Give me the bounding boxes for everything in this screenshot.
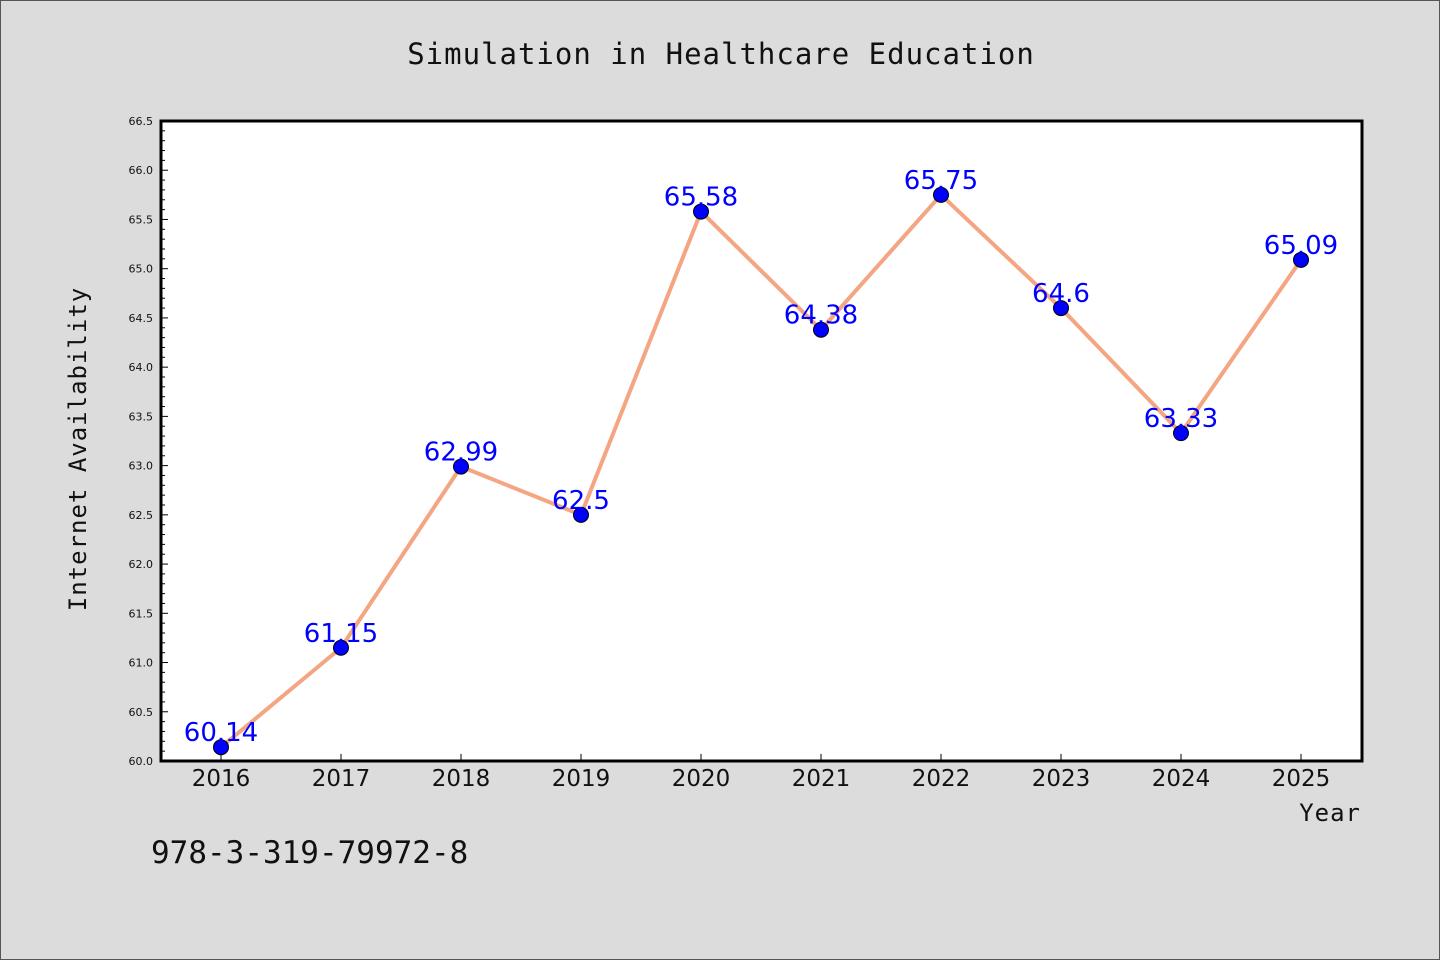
x-tick-label: 2019 xyxy=(552,766,611,792)
x-tick-label: 2024 xyxy=(1152,766,1211,792)
data-label: 63.33 xyxy=(1144,404,1218,434)
y-tick-label: 66.0 xyxy=(129,164,154,177)
data-point xyxy=(333,639,349,656)
y-tick-label: 61.5 xyxy=(129,607,154,620)
y-tick-label: 64.0 xyxy=(129,361,154,374)
data-point xyxy=(453,458,469,475)
data-point xyxy=(573,506,589,523)
y-tick-label: 60.5 xyxy=(129,706,154,719)
series xyxy=(213,186,1309,756)
y-tick-label: 63.0 xyxy=(129,460,154,473)
y-tick-label: 65.5 xyxy=(129,213,154,226)
plot-frame xyxy=(159,119,1364,763)
data-point xyxy=(213,739,229,756)
x-tick-label: 2020 xyxy=(672,766,731,792)
data-label: 61.15 xyxy=(304,619,378,649)
footer-identifier: 978-3-319-79972-8 xyxy=(151,835,469,871)
data-label: 65.58 xyxy=(664,183,738,213)
y-tick-label: 66.5 xyxy=(129,115,154,128)
data-labels: 60.14 61.15 62.99 62.5 65.58 64.38 65.75 64.6 63… xyxy=(184,166,1338,748)
x-tick-label: 2022 xyxy=(912,766,971,792)
y-tick-label: 62.0 xyxy=(129,558,154,571)
data-point xyxy=(693,203,709,220)
data-label: 64.6 xyxy=(1032,279,1090,309)
data-label: 64.38 xyxy=(784,301,858,331)
data-label: 62.5 xyxy=(552,486,610,516)
y-tick-label: 62.5 xyxy=(129,509,154,522)
data-point xyxy=(1293,251,1309,268)
x-tick-label: 2016 xyxy=(192,766,251,792)
data-label: 65.09 xyxy=(1264,231,1338,261)
data-point xyxy=(813,321,829,338)
data-label: 62.99 xyxy=(424,438,498,468)
x-tick-label: 2025 xyxy=(1272,766,1331,792)
x-tick-label: 2021 xyxy=(792,766,851,792)
series-line xyxy=(219,192,1303,750)
y-tick-label: 64.5 xyxy=(129,312,154,325)
data-point xyxy=(1173,425,1189,442)
plot-area xyxy=(161,121,1362,761)
x-tick-label: 2018 xyxy=(432,766,491,792)
y-axis-label: Internet Availability xyxy=(64,287,92,611)
y-tick-label: 65.0 xyxy=(129,263,154,276)
y-axis: 60.0 60.5 61.0 61.5 62.0 62.5 63.0 63.5 64.0 64.5… xyxy=(129,115,168,768)
x-axis: 2016 2017 2018 2019 2020 2021 2022 2023 2024 2025 xyxy=(192,754,1331,792)
data-label: 65.75 xyxy=(904,166,978,196)
data-point xyxy=(933,186,949,203)
y-tick-label: 63.5 xyxy=(129,410,154,423)
x-axis-label: Year xyxy=(1299,799,1361,827)
x-tick-label: 2017 xyxy=(312,766,371,792)
y-tick-label: 60.0 xyxy=(129,755,154,768)
data-point xyxy=(1053,300,1069,317)
y-tick-label: 61.0 xyxy=(129,657,154,670)
chart-title: Simulation in Healthcare Education xyxy=(407,37,1035,71)
x-tick-label: 2023 xyxy=(1032,766,1091,792)
data-label: 60.14 xyxy=(184,718,258,748)
